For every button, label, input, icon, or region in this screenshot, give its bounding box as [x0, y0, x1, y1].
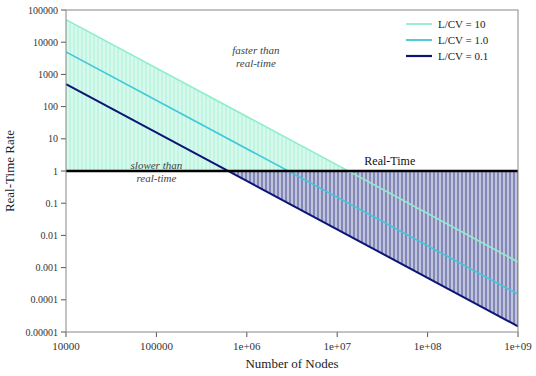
y-tick [61, 42, 66, 43]
annotation: faster thanreal-time [232, 44, 280, 69]
chart: 10000 100000 1e+06 1e+07 1e+08 1e+09 0.00001 0.… [0, 0, 536, 376]
axes: 10000 100000 1e+06 1e+07 1e+08 1e+09 0.00001 0.… [26, 5, 533, 353]
y-tick [61, 138, 66, 139]
region-fill [66, 171, 518, 326]
series-line [66, 84, 518, 326]
region-hatch [66, 171, 518, 326]
series-line [66, 52, 518, 294]
x-tick [246, 332, 247, 337]
y-tick [61, 299, 66, 300]
plot-frame [66, 10, 518, 332]
y-tick-label: 100 [43, 101, 58, 112]
x-axis-label: Number of Nodes [245, 356, 338, 371]
y-tick-label: 0.00001 [26, 327, 59, 338]
x-tick [337, 332, 338, 337]
y-tick-label: 1 [53, 166, 58, 177]
legend-label: L/CV = 10 [438, 18, 486, 30]
legend-label: L/CV = 1.0 [438, 34, 489, 46]
y-tick-label: 10 [48, 133, 58, 144]
region-hatch [66, 20, 518, 171]
y-tick-label: 0.1 [46, 198, 59, 209]
y-axis-label: Real-Time Rate [2, 130, 17, 212]
y-tick [61, 171, 66, 172]
y-tick [61, 74, 66, 75]
legend-swatch [406, 23, 432, 25]
y-tick-label: 0.001 [36, 262, 59, 273]
plot-background [66, 10, 518, 332]
plot-area [66, 20, 518, 327]
y-tick [61, 106, 66, 107]
legend-swatch [406, 39, 432, 41]
x-tick-label: 1e+07 [323, 340, 351, 352]
x-tick-label: 10000 [52, 340, 80, 352]
region-fill [66, 20, 518, 171]
annotation: Real-Time [364, 154, 415, 168]
annotation: slower thanreal-time [131, 159, 183, 184]
y-tick-label: 0.01 [41, 230, 59, 241]
y-tick [61, 235, 66, 236]
x-tick [518, 332, 519, 337]
x-tick-label: 1e+06 [233, 340, 261, 352]
x-tick [66, 332, 67, 337]
legend-label: L/CV = 0.1 [438, 50, 488, 62]
x-tick-label: 100000 [140, 340, 174, 352]
legend-swatch [406, 55, 432, 57]
legend: L/CV = 10 L/CV = 1.0 L/CV = 0.1 [406, 18, 489, 62]
y-tick [61, 10, 66, 11]
y-tick [61, 332, 66, 333]
y-tick [61, 267, 66, 268]
y-tick-label: 1000 [38, 69, 58, 80]
y-tick-label: 10000 [33, 37, 58, 48]
series-line [66, 20, 518, 262]
y-tick-label: 0.0001 [31, 294, 59, 305]
x-tick [427, 332, 428, 337]
y-tick-label: 100000 [28, 5, 58, 16]
x-tick-label: 1e+08 [414, 340, 442, 352]
x-tick [156, 332, 157, 337]
x-tick-label: 1e+09 [504, 340, 532, 352]
y-tick [61, 203, 66, 204]
